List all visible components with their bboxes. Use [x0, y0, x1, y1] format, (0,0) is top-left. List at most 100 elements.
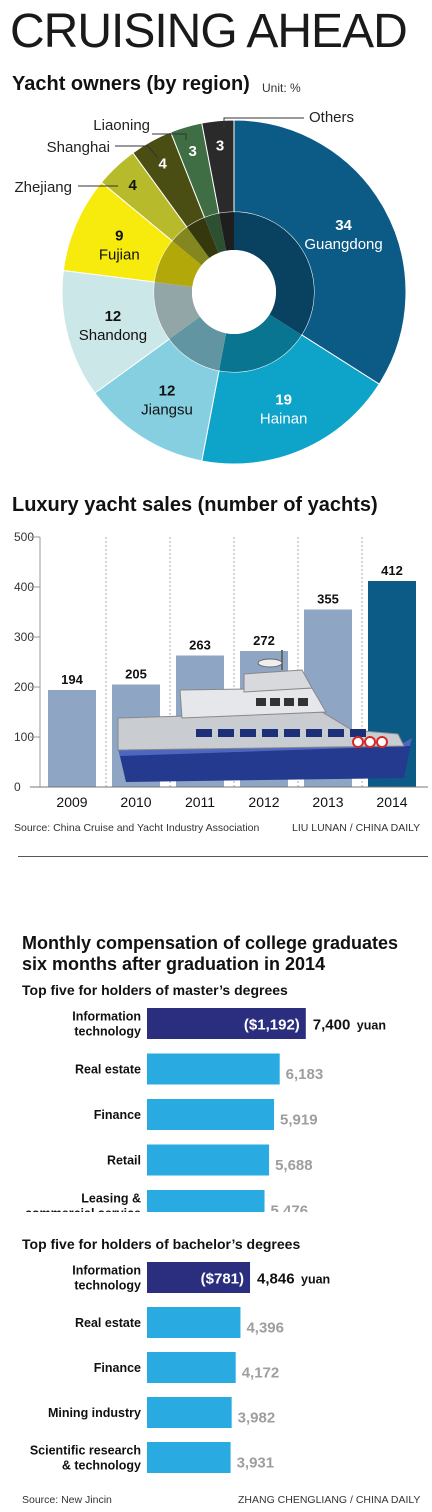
value-real-estate: 6,183 — [286, 1066, 324, 1083]
pie-inner-slice-zhejiang — [172, 227, 210, 266]
yacht-window — [328, 729, 344, 737]
value-real-estate: 4,396 — [246, 1320, 284, 1337]
yacht-cabin-window — [284, 698, 294, 706]
section-divider — [18, 856, 428, 857]
x-tick-2013: 2013 — [312, 794, 343, 810]
yacht-sales-bar-chart: 0 100 200 300 400 500 194 2009 205 2010 263 2011 272… — [14, 530, 428, 810]
pie-inner-slice-shandong — [154, 281, 201, 340]
pie-chart-title: Yacht owners (by region) — [12, 73, 250, 95]
bar-value-2009: 194 — [61, 672, 83, 687]
row-label-leasing-commercial-service: Leasing & — [81, 1192, 141, 1206]
yacht-life-ring — [352, 736, 364, 748]
value-retail: 5,688 — [275, 1157, 313, 1174]
pie-leader-shanghai — [115, 145, 159, 159]
x-tick-2011: 2011 — [185, 794, 215, 810]
yacht-window — [240, 729, 256, 737]
compensation-source: Source: New Jincin — [22, 1494, 112, 1506]
pie-leader-liaoning — [152, 133, 187, 140]
pie-inner-slice-liaoning — [204, 213, 227, 253]
yacht-window — [350, 729, 366, 737]
row-label-mining-industry: Mining industry — [48, 1406, 141, 1420]
x-tick-2010: 2010 — [120, 794, 151, 810]
masters-heading: Top five for holders of master’s degrees — [22, 982, 288, 998]
yacht-life-ring — [364, 736, 376, 748]
pie-value-fujian: 9 — [115, 227, 123, 244]
pie-inner-slice-jiangsu — [169, 316, 227, 371]
compensation-title-line1: Monthly compensation of college graduate… — [22, 933, 399, 953]
row-label-leasing-commercial-service: commercial service — [25, 1207, 141, 1213]
value-leasing-commercial-service: 5,476 — [271, 1203, 309, 1213]
bachelors-heading: Top five for holders of bachelor’s degre… — [22, 1236, 301, 1252]
row-label-information-technology: technology — [74, 1025, 141, 1039]
bar-real-estate — [147, 1053, 280, 1085]
pie-value-jiangsu: 12 — [159, 383, 176, 400]
usd-label-information-technology: ($1,192) — [244, 1017, 300, 1034]
bar-source: Source: China Cruise and Yacht Industry … — [14, 822, 260, 834]
pie-inner-slice-guangdong — [234, 212, 315, 335]
row-label-real-estate: Real estate — [75, 1063, 141, 1077]
y-tick-500: 500 — [14, 530, 34, 544]
usd-label-information-technology: ($781) — [201, 1271, 244, 1288]
pie-value-zhejiang: 4 — [129, 177, 138, 194]
bar-value-2010: 205 — [125, 667, 147, 682]
bar-real-estate — [147, 1307, 241, 1338]
bar-finance — [147, 1099, 275, 1130]
yacht-cabin-window — [298, 698, 308, 706]
y-tick-400: 400 — [14, 580, 34, 594]
row-label-scientific-research-technology: Scientific research — [30, 1444, 141, 1458]
row-label-information-technology: Information — [72, 1264, 141, 1278]
yacht-cabin-window — [270, 698, 280, 706]
pie-center-hole — [192, 250, 276, 334]
compensation-title-line2: six months after graduation in 2014 — [22, 954, 326, 974]
yacht-illustration — [117, 650, 412, 782]
pie-unit-label: Unit: % — [262, 81, 301, 95]
yacht-window — [218, 729, 234, 737]
x-tick-2012: 2012 — [248, 794, 279, 810]
page-title: CRUISING AHEAD — [10, 5, 408, 58]
bar-chart-title: Luxury yacht sales (number of yachts) — [12, 494, 378, 516]
x-tick-2014: 2014 — [376, 794, 407, 810]
pie-label-liaoning: Liaoning — [93, 117, 150, 134]
value-finance: 5,919 — [280, 1112, 318, 1129]
row-label-scientific-research-technology: & technology — [62, 1459, 141, 1473]
yacht-window — [284, 729, 300, 737]
pie-label-zhejiang: Zhejiang — [14, 179, 72, 196]
unit-information-technology: yuan — [357, 1019, 386, 1033]
value-scientific-research-technology: 3,931 — [237, 1455, 275, 1472]
pie-inner-slice-others — [219, 212, 234, 251]
bar-finance — [147, 1352, 236, 1383]
yacht-life-ring — [376, 736, 388, 748]
unit-information-technology: yuan — [301, 1273, 330, 1287]
pie-value-liaoning: 3 — [189, 143, 197, 160]
yacht-cabin-window — [256, 698, 266, 706]
bar-mining-industry — [147, 1397, 232, 1428]
bar-information-technology — [147, 1008, 306, 1039]
bar-information-technology — [147, 1262, 251, 1293]
bar-2009 — [48, 690, 96, 787]
yacht-window — [196, 729, 212, 737]
pie-value-others: 3 — [216, 138, 224, 155]
pie-label-jiangsu: Jiangsu — [141, 402, 193, 419]
y-tick-0: 0 — [14, 780, 21, 794]
bar-leasing-commercial-service — [147, 1190, 265, 1212]
row-label-real-estate: Real estate — [75, 1316, 141, 1330]
pie-value-shandong: 12 — [105, 308, 122, 325]
yacht-window — [262, 729, 278, 737]
pie-label-fujian: Fujian — [99, 246, 140, 263]
row-label-finance: Finance — [94, 1108, 141, 1122]
row-label-retail: Retail — [107, 1154, 141, 1168]
bar-value-2013: 355 — [317, 592, 339, 607]
y-tick-200: 200 — [14, 680, 34, 694]
pie-leader-others — [223, 117, 304, 128]
pie-label-hainan: Hainan — [260, 411, 308, 428]
bar-credit: LIU LUNAN / CHINA DAILY — [292, 822, 421, 834]
pie-label-shandong: Shandong — [79, 327, 147, 344]
pie-inner-slice-shanghai — [186, 217, 219, 259]
pie-value-shanghai: 4 — [159, 155, 168, 172]
y-tick-100: 100 — [14, 730, 34, 744]
value-mining-industry: 3,982 — [238, 1410, 276, 1427]
pie-value-guangdong: 34 — [335, 217, 352, 234]
yacht-radar — [257, 658, 283, 668]
x-tick-2009: 2009 — [56, 794, 87, 810]
